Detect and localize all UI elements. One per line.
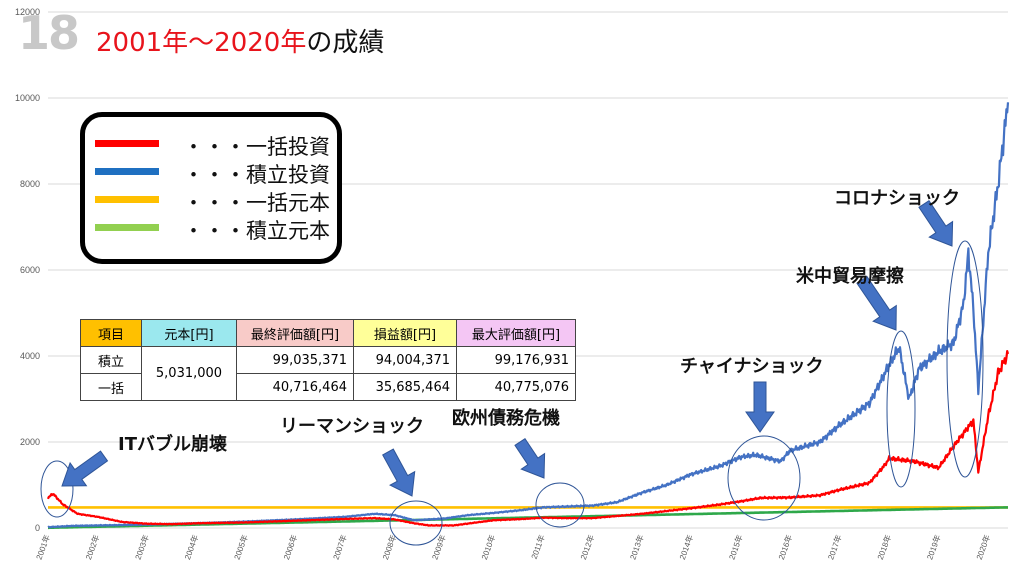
legend-item-lump-sum: ・・・一括投資 xyxy=(93,131,343,159)
legend-swatch-dca-principal xyxy=(95,224,159,231)
table-cell-item: 一括 xyxy=(80,373,142,401)
table-header-final-value: 最終評価額[円] xyxy=(236,319,354,347)
event-highlight-ellipse xyxy=(886,330,916,488)
table-header-principal: 元本[円] xyxy=(141,319,237,347)
table-cell-final: 40,716,464 xyxy=(236,373,354,401)
legend-swatch-dca xyxy=(95,168,159,175)
event-arrow xyxy=(61,450,109,487)
y-tick-label: 12000 xyxy=(15,7,40,17)
x-tick-label: 2018年 xyxy=(875,533,893,561)
x-axis: 2001年 2002年 2003年 2004年 2005年 2006年 2007年 2008年… xyxy=(34,533,992,561)
event-arrow xyxy=(918,200,954,247)
x-tick-label: 2007年 xyxy=(331,533,349,561)
annotation-it-bubble: ITバブル崩壊 xyxy=(118,434,227,455)
x-tick-label: 2010年 xyxy=(479,533,497,561)
table-row: 一括 40,716,464 35,685,464 40,775,076 xyxy=(80,373,576,401)
y-tick-label: 8000 xyxy=(20,179,40,189)
y-tick-label: 0 xyxy=(35,523,40,533)
legend-label-lump-sum: ・・・一括投資 xyxy=(183,135,330,159)
legend-item-lump-sum-principal: ・・・一括元本 xyxy=(93,187,343,215)
annotation-euro-crisis: 欧州債務危機 xyxy=(452,408,560,429)
table-header-row: 項目 元本[円] 最終評価額[円] 損益額[円] 最大評価額[円] xyxy=(80,319,576,347)
slide-title-suffix: の成績 xyxy=(306,28,385,58)
x-tick-label: 2020年 xyxy=(974,533,992,561)
table-cell-max: 99,176,931 xyxy=(456,346,576,374)
x-tick-label: 2016年 xyxy=(776,533,794,561)
event-arrow xyxy=(856,275,897,331)
event-highlight-ellipse xyxy=(727,435,801,521)
event-arrow xyxy=(514,438,546,479)
x-tick-label: 2006年 xyxy=(281,533,299,561)
x-tick-label: 2009年 xyxy=(430,533,448,561)
legend-label-lump-sum-principal: ・・・一括元本 xyxy=(183,191,330,215)
annotation-trade-friction: 米中貿易摩擦 xyxy=(796,266,904,287)
table-cell-profit: 94,004,371 xyxy=(353,346,457,374)
y-axis: 0 2000 4000 6000 8000 10000 12000 xyxy=(15,7,40,533)
legend-label-dca-principal: ・・・積立元本 xyxy=(183,219,330,243)
event-highlight-ellipse xyxy=(389,500,443,546)
slide-number: 18 xyxy=(18,6,80,60)
table-cell-principal: 5,031,000 xyxy=(141,346,237,401)
event-highlight-ellipse xyxy=(535,482,585,528)
series-lines xyxy=(46,102,1010,530)
legend: ・・・一括投資 ・・・積立投資 ・・・一括元本 ・・・積立元本 xyxy=(80,112,342,264)
x-tick-label: 2017年 xyxy=(825,533,843,561)
y-tick-label: 4000 xyxy=(20,351,40,361)
annotation-lehman: リーマンショック xyxy=(280,416,424,437)
legend-swatch-lump-sum xyxy=(95,140,159,147)
results-table: 項目 元本[円] 最終評価額[円] 損益額[円] 最大評価額[円] 積立 5,0… xyxy=(80,319,576,401)
slide-title: 2001年〜2020年の成績 xyxy=(96,22,384,59)
x-tick-label: 2002年 xyxy=(83,533,101,561)
event-highlights xyxy=(40,240,984,546)
event-arrow xyxy=(382,448,416,497)
x-tick-label: 2003年 xyxy=(133,533,151,561)
series-line-0 xyxy=(46,350,1010,527)
annotation-china-shock: チャイナショック xyxy=(680,356,824,377)
table-cell-profit: 35,685,464 xyxy=(353,373,457,401)
legend-label-dca: ・・・積立投資 xyxy=(183,163,330,187)
event-arrows xyxy=(61,200,954,497)
annotation-corona-shock: コロナショック xyxy=(834,188,960,209)
table-header-item: 項目 xyxy=(80,319,142,347)
legend-item-dca: ・・・積立投資 xyxy=(93,159,343,187)
x-tick-label: 2019年 xyxy=(924,533,942,561)
table-cell-max: 40,775,076 xyxy=(456,373,576,401)
x-tick-label: 2008年 xyxy=(380,533,398,561)
x-tick-label: 2014年 xyxy=(677,533,695,561)
event-highlight-ellipse xyxy=(946,240,984,478)
table-header-max-value: 最大評価額[円] xyxy=(456,319,576,347)
slide-title-period: 2001年〜2020年 xyxy=(96,28,307,58)
table-cell-item: 積立 xyxy=(80,346,142,374)
x-tick-label: 2012年 xyxy=(578,533,596,561)
event-arrow xyxy=(745,381,775,433)
y-tick-label: 2000 xyxy=(20,437,40,447)
table-cell-final: 99,035,371 xyxy=(236,346,354,374)
x-tick-label: 2005年 xyxy=(232,533,250,561)
y-tick-label: 10000 xyxy=(15,93,40,103)
series-line-3 xyxy=(47,506,1009,530)
x-tick-label: 2015年 xyxy=(726,533,744,561)
y-tick-label: 6000 xyxy=(20,265,40,275)
x-tick-label: 2001年 xyxy=(34,533,52,561)
x-tick-label: 2004年 xyxy=(182,533,200,561)
table-header-profit: 損益額[円] xyxy=(353,319,457,347)
x-tick-label: 2011年 xyxy=(529,533,547,560)
legend-item-dca-principal: ・・・積立元本 xyxy=(93,215,343,243)
x-tick-label: 2013年 xyxy=(627,533,645,561)
legend-swatch-lump-sum-principal xyxy=(95,196,159,203)
event-highlight-ellipse xyxy=(40,460,74,518)
table-row: 積立 5,031,000 99,035,371 94,004,371 99,17… xyxy=(80,346,576,401)
